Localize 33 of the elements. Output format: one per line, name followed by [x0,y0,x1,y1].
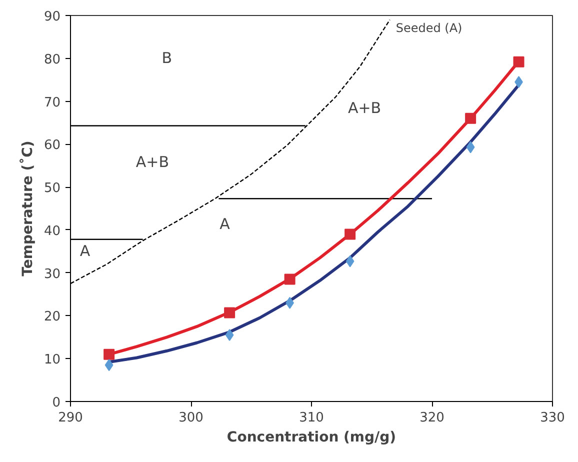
point [346,255,354,268]
y-axis-title: Temperature (˚C) [18,140,36,276]
point [466,141,475,154]
x-tick-label: 300 [178,410,204,426]
annotation: A+B [348,99,382,118]
annotation: A [80,242,91,260]
y-tick-label: 50 [44,181,61,196]
y-tick-label: 0 [52,396,61,410]
point [104,359,114,372]
y-tick-label: 30 [44,266,61,282]
y-tick-label: 60 [44,138,61,154]
x-tick-label: 290 [58,410,83,426]
x-tick-label: 310 [299,410,324,426]
y-tick-label: 90 [44,10,61,24]
point [104,348,115,360]
annotation: B [162,48,172,67]
point [465,112,476,124]
y-tick-label: 20 [44,310,61,325]
annotation: A+B [136,153,170,172]
annotation: A [220,214,231,233]
point [284,274,296,285]
y-tick-label: 80 [44,52,61,68]
point [224,307,236,318]
y-tick-label: 40 [44,224,61,239]
x-tick-label: 330 [540,410,565,426]
y-tick-label: 10 [44,352,61,368]
point [344,228,356,240]
point [513,56,524,68]
point [225,329,234,342]
annotation: Seeded (A) [396,21,462,36]
x-tick-label: 320 [420,410,444,426]
x-axis-title: Concentration (mg/g) [226,430,396,446]
y-tick-label: 70 [44,95,61,110]
